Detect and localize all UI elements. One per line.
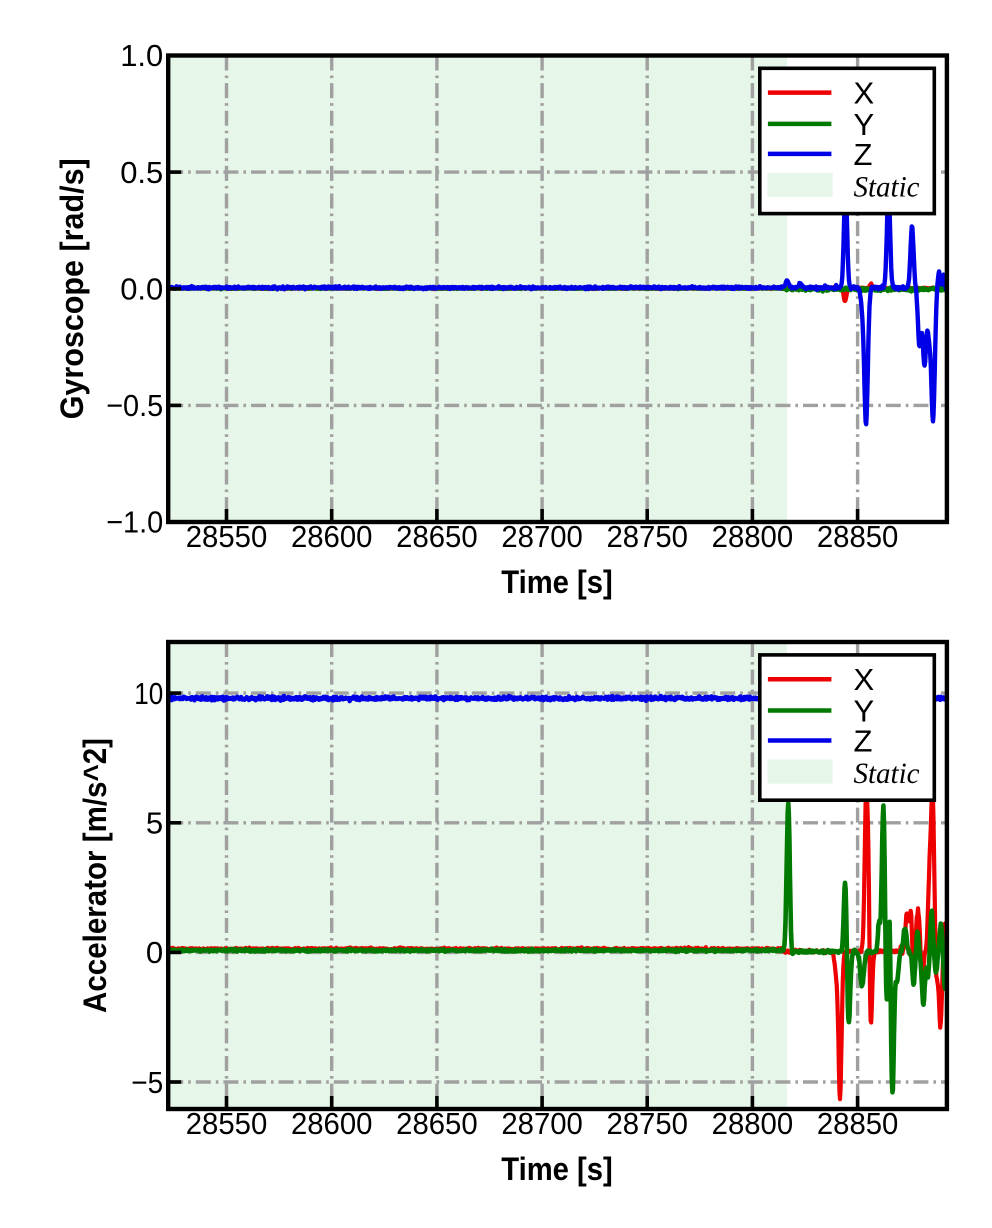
svg-text:28750: 28750 [606, 1106, 688, 1141]
svg-text:10: 10 [134, 676, 163, 711]
svg-text:28550: 28550 [186, 1106, 268, 1141]
svg-text:28850: 28850 [817, 519, 899, 554]
svg-text:Y: Y [854, 693, 875, 728]
svg-text:Time [s]: Time [s] [501, 1151, 613, 1187]
svg-text:28700: 28700 [501, 519, 583, 554]
svg-text:Gyroscope [rad/s]: Gyroscope [rad/s] [54, 158, 90, 419]
svg-text:0.5: 0.5 [120, 155, 163, 190]
svg-text:Y: Y [854, 107, 875, 142]
svg-text:Time [s]: Time [s] [501, 564, 613, 600]
svg-text:28550: 28550 [186, 519, 268, 554]
svg-text:Accelerator [m/s^2]: Accelerator [m/s^2] [77, 738, 113, 1013]
svg-text:−1.0: −1.0 [106, 505, 163, 540]
svg-text:Z: Z [854, 137, 873, 172]
svg-text:28800: 28800 [712, 1106, 794, 1141]
svg-text:Static: Static [854, 757, 920, 790]
svg-text:−5: −5 [131, 1065, 163, 1100]
svg-text:−0.5: −0.5 [106, 388, 163, 423]
svg-text:28800: 28800 [712, 519, 794, 554]
svg-text:28600: 28600 [291, 1106, 373, 1141]
svg-text:28650: 28650 [396, 519, 478, 554]
svg-text:Z: Z [854, 723, 873, 758]
svg-text:1.0: 1.0 [120, 38, 163, 73]
svg-text:28750: 28750 [606, 519, 688, 554]
svg-text:28650: 28650 [396, 1106, 478, 1141]
svg-text:X: X [854, 662, 875, 697]
svg-text:X: X [854, 76, 875, 111]
svg-text:Static: Static [854, 170, 920, 203]
svg-text:28850: 28850 [817, 1106, 899, 1141]
svg-text:0: 0 [146, 935, 163, 970]
svg-text:28700: 28700 [501, 1106, 583, 1141]
svg-text:28600: 28600 [291, 519, 373, 554]
svg-text:0.0: 0.0 [120, 271, 163, 306]
svg-text:5: 5 [146, 806, 163, 841]
